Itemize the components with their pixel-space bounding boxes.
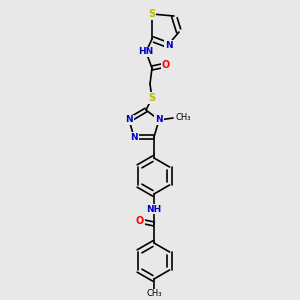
Text: O: O: [162, 60, 170, 70]
Text: S: S: [148, 9, 156, 19]
Text: S: S: [148, 93, 156, 103]
Text: N: N: [130, 133, 138, 142]
Text: N: N: [155, 116, 163, 124]
Text: HN: HN: [138, 47, 154, 56]
Text: N: N: [125, 116, 133, 124]
Text: NH: NH: [146, 205, 162, 214]
Text: CH₃: CH₃: [146, 290, 162, 298]
Text: N: N: [165, 40, 173, 50]
Text: CH₃: CH₃: [175, 113, 190, 122]
Text: O: O: [136, 216, 144, 226]
